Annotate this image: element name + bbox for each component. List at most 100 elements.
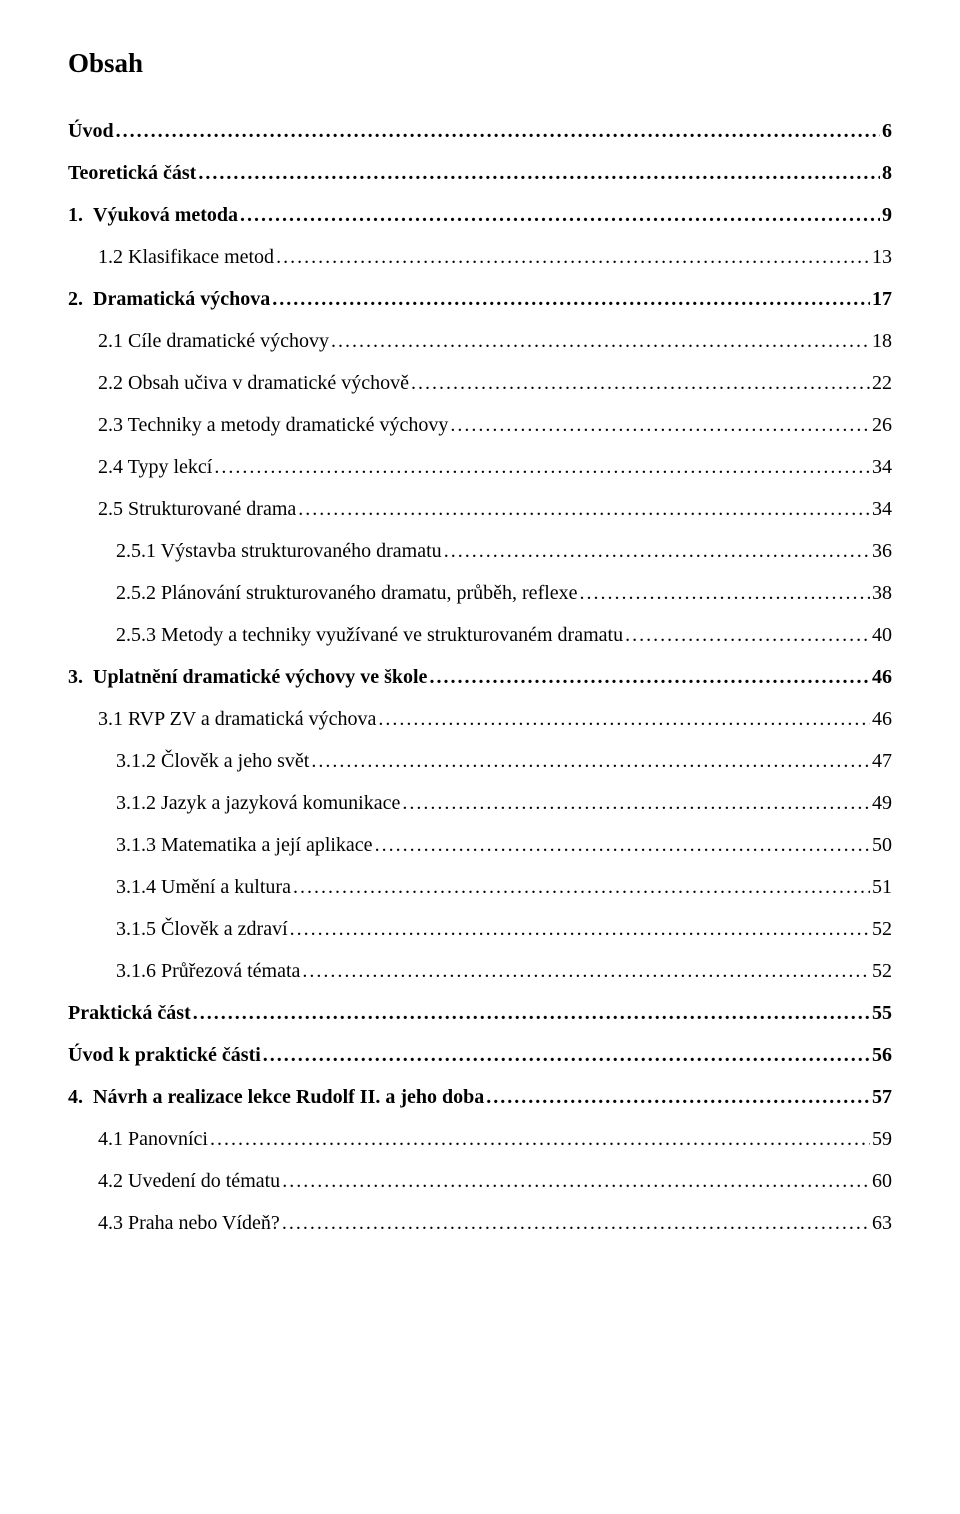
toc-entry-leader [240, 205, 880, 225]
toc-entry-label: 3.1.3 Matematika a její aplikace [116, 835, 373, 855]
toc-entry-label: 2.5.1 Výstavba strukturovaného dramatu [116, 541, 442, 561]
toc-entry-leader [429, 667, 870, 687]
toc-entry: 3.1 RVP ZV a dramatická výchova 46 [68, 709, 892, 729]
toc-entry-page: 52 [872, 919, 892, 939]
toc-entry: 2. Dramatická výchova 17 [68, 289, 892, 309]
toc-entry: 4.1 Panovníci 59 [68, 1129, 892, 1149]
toc-entry-leader [282, 1213, 870, 1233]
toc-entry: 2.5.1 Výstavba strukturovaného dramatu36 [68, 541, 892, 561]
toc-entry-label: Teoretická část [68, 163, 196, 183]
toc-entry-leader [331, 331, 870, 351]
toc-entry: 3.1.5 Člověk a zdraví 52 [68, 919, 892, 939]
toc-entry: 2.5.3 Metody a techniky využívané ve str… [68, 625, 892, 645]
toc-entry-page: 40 [872, 625, 892, 645]
toc-entry-page: 47 [872, 751, 892, 771]
toc-entry-leader [263, 1045, 870, 1065]
toc-entry-leader [293, 877, 870, 897]
toc-entry-page: 38 [872, 583, 892, 603]
toc-entry-page: 18 [872, 331, 892, 351]
toc-entry: 3.1.2 Člověk a jeho svět 47 [68, 751, 892, 771]
toc-entry: 4. Návrh a realizace lekce Rudolf II. a … [68, 1087, 892, 1107]
toc-entry-page: 26 [872, 415, 892, 435]
toc-entry-label: 3. Uplatnění dramatické výchovy ve škole [68, 667, 427, 687]
toc-entry-leader [302, 961, 870, 981]
toc-entry-page: 46 [872, 667, 892, 687]
toc-entry-page: 17 [872, 289, 892, 309]
toc-entry: 2.4 Typy lekcí34 [68, 457, 892, 477]
toc-entry-label: Úvod [68, 121, 114, 141]
toc-entry-page: 50 [872, 835, 892, 855]
toc-entry: 2.2 Obsah učiva v dramatické výchově 22 [68, 373, 892, 393]
toc-entry-label: 2.5 Strukturované drama [98, 499, 296, 519]
toc-entry-label: 2.5.3 Metody a techniky využívané ve str… [116, 625, 623, 645]
toc-entry: 3.1.3 Matematika a její aplikace 50 [68, 835, 892, 855]
toc-entry: 2.5.2 Plánování strukturovaného dramatu,… [68, 583, 892, 603]
toc-list: Úvod6Teoretická část81. Výuková metoda91… [68, 121, 892, 1233]
toc-entry-leader [378, 709, 870, 729]
toc-entry-page: 49 [872, 793, 892, 813]
toc-entry-page: 22 [872, 373, 892, 393]
toc-entry-leader [402, 793, 870, 813]
toc-entry: 3.1.4 Umění a kultura 51 [68, 877, 892, 897]
toc-entry-page: 51 [872, 877, 892, 897]
toc-entry-label: 4.2 Uvedení do tématu [98, 1171, 280, 1191]
toc-entry-label: 2.5.2 Plánování strukturovaného dramatu,… [116, 583, 578, 603]
toc-entry-leader [272, 289, 870, 309]
toc-entry-page: 56 [872, 1045, 892, 1065]
toc-entry-leader [450, 415, 870, 435]
toc-entry-page: 13 [872, 247, 892, 267]
toc-entry: 4.3 Praha nebo Vídeň? 63 [68, 1213, 892, 1233]
toc-entry-leader [214, 457, 870, 477]
toc-entry-label: 2. Dramatická výchova [68, 289, 270, 309]
toc-entry-page: 59 [872, 1129, 892, 1149]
toc-entry-leader [198, 163, 880, 183]
toc-entry-page: 34 [872, 499, 892, 519]
toc-entry: 1. Výuková metoda 9 [68, 205, 892, 225]
toc-entry-leader [290, 919, 870, 939]
toc-entry-page: 6 [882, 121, 892, 141]
toc-entry-label: 3.1.4 Umění a kultura [116, 877, 291, 897]
toc-entry-page: 9 [882, 205, 892, 225]
toc-entry-label: 3.1.2 Člověk a jeho svět [116, 751, 309, 771]
toc-entry-leader [298, 499, 870, 519]
toc-entry-label: 3.1.6 Průřezová témata [116, 961, 300, 981]
toc-entry-leader [486, 1087, 870, 1107]
toc-entry-label: 2.3 Techniky a metody dramatické výchovy [98, 415, 448, 435]
toc-entry-page: 8 [882, 163, 892, 183]
toc-entry-label: 4.1 Panovníci [98, 1129, 208, 1149]
toc-entry-label: 3.1 RVP ZV a dramatická výchova [98, 709, 376, 729]
toc-entry-leader [444, 541, 870, 561]
toc-entry-label: 1. Výuková metoda [68, 205, 238, 225]
toc-entry: 3.1.2 Jazyk a jazyková komunikace 49 [68, 793, 892, 813]
toc-entry-label: 3.1.2 Jazyk a jazyková komunikace [116, 793, 400, 813]
toc-entry: 2.5 Strukturované drama 34 [68, 499, 892, 519]
toc-entry: 3.1.6 Průřezová témata 52 [68, 961, 892, 981]
toc-entry-page: 55 [872, 1003, 892, 1023]
toc-entry-leader [375, 835, 870, 855]
toc-entry-label: 2.1 Cíle dramatické výchovy [98, 331, 329, 351]
toc-title: Obsah [68, 48, 892, 79]
toc-entry-leader [580, 583, 870, 603]
toc-entry-page: 52 [872, 961, 892, 981]
toc-entry: Teoretická část 8 [68, 163, 892, 183]
toc-entry-label: 3.1.5 Člověk a zdraví [116, 919, 288, 939]
toc-entry-leader [276, 247, 870, 267]
toc-entry-label: Úvod k praktické části [68, 1045, 261, 1065]
toc-entry-label: 4.3 Praha nebo Vídeň? [98, 1213, 280, 1233]
toc-entry-leader [193, 1003, 870, 1023]
toc-entry: Praktická část 55 [68, 1003, 892, 1023]
toc-entry: 4.2 Uvedení do tématu60 [68, 1171, 892, 1191]
toc-entry-label: Praktická část [68, 1003, 191, 1023]
toc-entry-label: 1.2 Klasifikace metod [98, 247, 274, 267]
toc-entry-page: 63 [872, 1213, 892, 1233]
toc-entry: 1.2 Klasifikace metod 13 [68, 247, 892, 267]
toc-entry-label: 2.2 Obsah učiva v dramatické výchově [98, 373, 409, 393]
toc-entry: 2.3 Techniky a metody dramatické výchovy… [68, 415, 892, 435]
toc-entry-leader [311, 751, 870, 771]
toc-entry: 3. Uplatnění dramatické výchovy ve škole… [68, 667, 892, 687]
toc-entry-label: 2.4 Typy lekcí [98, 457, 212, 477]
toc-entry-leader [411, 373, 870, 393]
toc-entry-page: 46 [872, 709, 892, 729]
toc-entry-leader [625, 625, 870, 645]
toc-entry: Úvod k praktické části 56 [68, 1045, 892, 1065]
